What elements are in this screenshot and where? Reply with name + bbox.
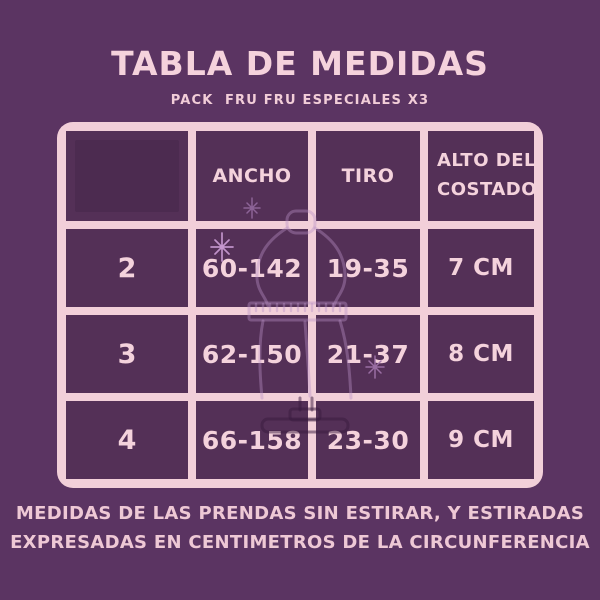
size-value: 2 xyxy=(117,252,137,284)
alto-cell: 7 CM xyxy=(428,229,534,307)
ancho-value: 66-158 xyxy=(201,425,303,455)
footer-note-line2: EXPRESADAS EN CENTIMETROS DE LA CIRCUNFE… xyxy=(10,531,590,553)
tiro-cell: 23-30 xyxy=(316,401,420,479)
page-subtitle: PACK FRU FRU ESPECIALES X3 xyxy=(170,93,430,108)
size-value: 4 xyxy=(117,424,137,456)
page-title: TABLA DE MEDIDAS xyxy=(111,44,489,83)
tiro-value: 23-30 xyxy=(326,425,410,455)
ancho-cell: 62-150 xyxy=(196,315,308,393)
footer-note: MEDIDAS DE LAS PRENDAS SIN ESTIRAR, Y ES… xyxy=(0,500,600,558)
header-blank-swatch xyxy=(75,140,179,212)
tiro-cell: 21-37 xyxy=(316,315,420,393)
size-cell: 4 xyxy=(66,401,188,479)
column-header-label: ANCHO xyxy=(212,165,292,187)
alto-value: 7 CM xyxy=(448,255,514,281)
tiro-value: 19-35 xyxy=(326,253,410,283)
header-cell-alto-del-costado: ALTO DEL COSTADO xyxy=(428,131,538,221)
measurements-table: ANCHO TIRO ALTO DEL COSTADO 2 60-142 19-… xyxy=(57,122,543,488)
size-value: 3 xyxy=(117,338,137,370)
ancho-value: 62-150 xyxy=(201,339,303,369)
header-cell-blank xyxy=(66,131,188,221)
header-cell-ancho: ANCHO xyxy=(196,131,308,221)
size-cell: 2 xyxy=(66,229,188,307)
ancho-cell: 60-142 xyxy=(196,229,308,307)
ancho-cell: 66-158 xyxy=(196,401,308,479)
column-header-label: TIRO xyxy=(341,165,395,187)
tiro-value: 21-37 xyxy=(326,339,410,369)
alto-value: 9 CM xyxy=(448,427,514,453)
header-cell-tiro: TIRO xyxy=(316,131,420,221)
size-cell: 3 xyxy=(66,315,188,393)
alto-cell: 8 CM xyxy=(428,315,534,393)
footer-note-line1: MEDIDAS DE LAS PRENDAS SIN ESTIRAR, Y ES… xyxy=(15,503,585,524)
alto-cell: 9 CM xyxy=(428,401,534,479)
tiro-cell: 19-35 xyxy=(316,229,420,307)
alto-value: 8 CM xyxy=(448,341,514,367)
ancho-value: 60-142 xyxy=(201,253,303,283)
column-header-label: ALTO DEL COSTADO xyxy=(437,150,538,200)
